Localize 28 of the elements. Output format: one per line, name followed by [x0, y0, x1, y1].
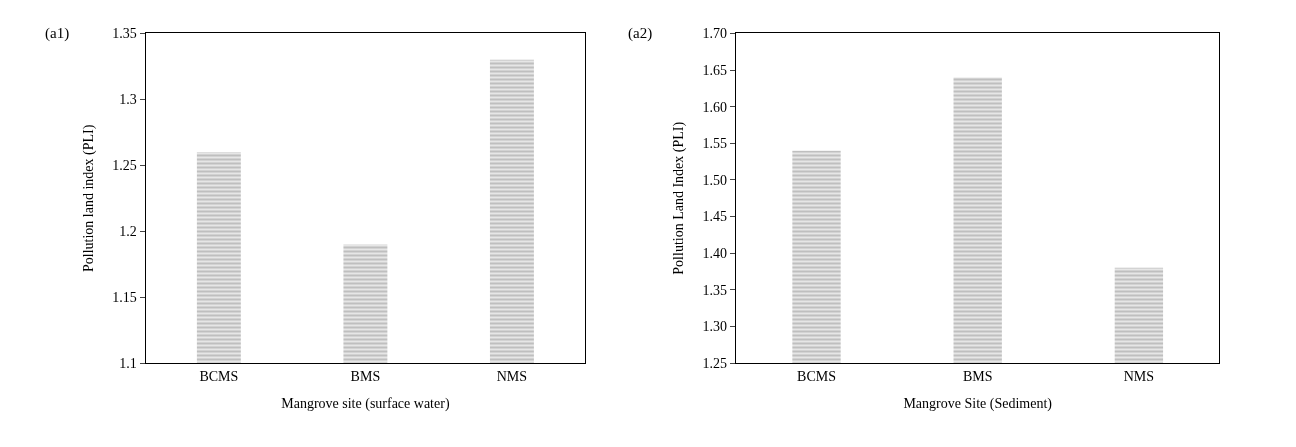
y-axis-title: Pollution land index (PLI): [80, 124, 97, 272]
y-tick-label: 1.60: [702, 99, 728, 115]
x-axis-title: Mangrove Site (Sediment): [903, 396, 1053, 413]
y-tick-label: 1.35: [112, 26, 137, 42]
y-tick-label: 1.35: [702, 282, 728, 298]
y-tick-label: 1.3: [119, 92, 137, 108]
y-tick-label: 1.2: [119, 224, 137, 240]
x-tick-label: BMS: [350, 368, 381, 384]
chart-title: (a2): [628, 25, 653, 42]
y-tick-label: 1.40: [702, 246, 728, 262]
y-tick-label: 1.15: [112, 290, 137, 306]
y-tick-label: 1.1: [119, 355, 137, 371]
x-tick-label: BCMS: [199, 368, 239, 384]
y-tick-label: 1.45: [702, 209, 728, 225]
y-tick-label: 1.25: [112, 158, 137, 174]
y-tick-label: 1.50: [702, 172, 728, 188]
x-tick-label: NMS: [496, 368, 528, 384]
y-tick-label: 1.55: [702, 136, 728, 152]
x-tick-label: BMS: [962, 368, 993, 384]
y-axis-title: Pollution Land Index (PLI): [671, 121, 688, 275]
y-tick-label: 1.25: [702, 355, 728, 371]
y-tick-label: 1.30: [702, 319, 728, 335]
y-tick-label: 1.70: [702, 26, 728, 42]
x-tick-label: BCMS: [797, 368, 836, 384]
x-axis-title: Mangrove site (surface water): [281, 396, 450, 413]
chart-title: (a1): [45, 25, 70, 42]
y-tick-label: 1.65: [702, 63, 728, 78]
x-tick-label: NMS: [1123, 368, 1155, 384]
